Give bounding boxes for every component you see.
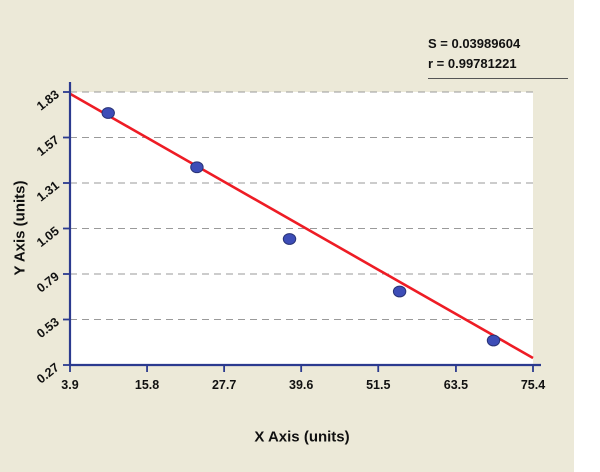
- y-tick-label: 0.53: [34, 315, 62, 341]
- data-point: [101, 107, 115, 119]
- x-tick-label: 51.5: [366, 378, 390, 392]
- x-tick-label: 3.9: [61, 378, 78, 392]
- x-tick-label: 15.8: [135, 378, 159, 392]
- y-tick-label: 1.83: [34, 87, 62, 113]
- x-tick-label: 63.5: [444, 378, 468, 392]
- data-point: [486, 334, 501, 347]
- data-point: [190, 161, 204, 174]
- y-tick-label: 1.57: [34, 133, 62, 159]
- y-axis-label: Y Axis (units): [11, 180, 29, 276]
- stat-r-value: r = 0.99781221: [428, 55, 517, 71]
- x-tick-label: 39.6: [289, 378, 313, 392]
- y-tick-label: 1.31: [34, 178, 62, 204]
- y-tick-label: 1.05: [34, 224, 62, 250]
- regression-line: [69, 92, 534, 360]
- page-margin-strip: [574, 0, 600, 472]
- x-tick-label: 75.4: [521, 378, 545, 392]
- stats-block: S = 0.03989604 r = 0.99781221: [428, 34, 568, 79]
- x-tick-label: 27.7: [212, 378, 236, 392]
- y-tick-label: 0.27: [34, 360, 62, 386]
- data-point: [282, 233, 297, 245]
- y-tick-label: 0.79: [34, 269, 62, 295]
- stat-s-value: S = 0.03989604: [428, 36, 521, 51]
- data-point: [392, 285, 407, 298]
- x-axis-label: X Axis (units): [254, 428, 350, 446]
